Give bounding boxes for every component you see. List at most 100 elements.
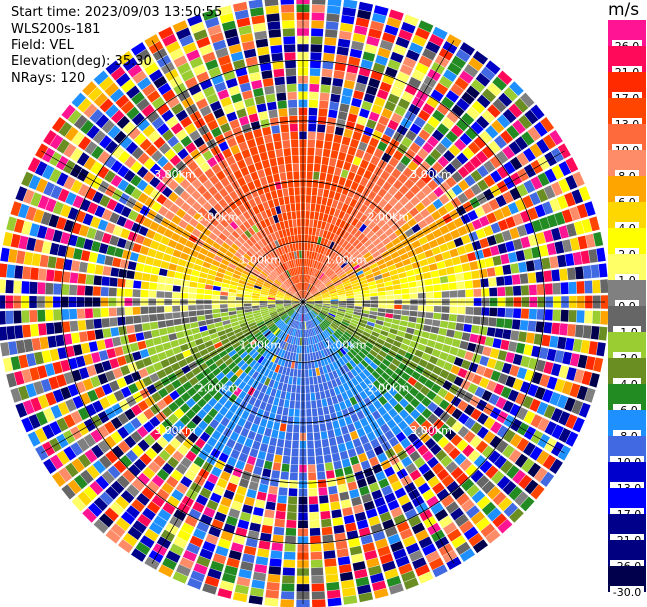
range-gate [180, 457, 192, 469]
range-gate [415, 414, 427, 426]
range-gate [418, 358, 428, 368]
range-gate [61, 284, 70, 295]
range-gate [39, 336, 49, 350]
range-gate [307, 284, 312, 292]
range-gate [514, 491, 529, 506]
range-gate [153, 75, 168, 89]
range-gate [309, 311, 315, 318]
range-label: 1.00km [325, 253, 367, 266]
range-gate [299, 305, 303, 314]
colorbar-segment: 6.0 [608, 176, 646, 209]
range-gate [101, 208, 113, 221]
range-gate [358, 141, 368, 152]
range-gate [296, 313, 300, 321]
range-gate [388, 436, 399, 447]
range-gate [375, 470, 386, 482]
range-gate [376, 258, 385, 266]
range-gate [61, 321, 71, 333]
range-gate [527, 272, 537, 284]
range-gate [124, 307, 133, 316]
range-gate [255, 38, 269, 48]
range-gate [265, 501, 276, 511]
range-gate [434, 342, 444, 351]
range-gate [390, 541, 404, 553]
range-gate [394, 487, 407, 499]
range-gate [373, 445, 384, 456]
range-gate [251, 371, 260, 380]
range-gate [256, 491, 267, 501]
range-gate [235, 303, 244, 307]
range-gate [328, 223, 335, 233]
range-gate [324, 558, 337, 567]
range-gate [164, 306, 173, 313]
range-gate [117, 412, 129, 425]
range-gate [315, 317, 321, 324]
range-gate [305, 274, 308, 283]
range-gate [252, 290, 261, 294]
range-gate [60, 232, 71, 245]
range-gate [258, 335, 266, 343]
range-gate [230, 449, 240, 460]
range-gate [440, 455, 453, 468]
range-gate [311, 328, 315, 336]
range-gate [252, 329, 261, 336]
range-gate [363, 356, 372, 365]
range-gate [289, 227, 294, 236]
range-gate [244, 230, 252, 239]
range-gate [381, 372, 390, 381]
range-gate [438, 268, 448, 277]
range-gate [413, 329, 423, 337]
range-gate [363, 500, 375, 511]
range-gate [288, 287, 295, 294]
colorbar-segment: -8.0 [608, 410, 646, 443]
range-gate [378, 396, 388, 406]
range-gate [421, 420, 432, 431]
range-gate [270, 272, 277, 279]
range-gate [481, 145, 495, 159]
range-gate [600, 279, 609, 293]
range-gate [333, 332, 340, 339]
range-gate [367, 403, 377, 414]
range-gate [590, 264, 600, 278]
range-gate [182, 213, 193, 223]
range-gate [343, 161, 352, 171]
range-gate [542, 389, 554, 403]
range-gate [590, 326, 600, 340]
range-gate [417, 219, 428, 229]
colorbar-segment: 2.0 [608, 228, 646, 261]
range-gate [431, 349, 441, 358]
range-gate [218, 141, 229, 152]
range-gate [463, 64, 479, 78]
range-gate [559, 323, 568, 336]
range-gate [508, 486, 523, 501]
range-gate [45, 391, 57, 406]
range-gate [335, 218, 342, 227]
range-gate [313, 306, 321, 311]
range-gate [439, 168, 451, 181]
range-gate [182, 381, 193, 391]
range-gate [327, 117, 337, 126]
range-gate [214, 276, 223, 283]
range-gate [317, 342, 323, 351]
range-gate [233, 328, 242, 334]
range-gate [564, 192, 576, 207]
range-gate [181, 317, 190, 324]
range-gate [256, 231, 264, 240]
range-gate [329, 272, 336, 279]
range-gate [291, 302, 300, 305]
range-gate [305, 292, 311, 299]
range-gate [218, 246, 228, 254]
range-gate [293, 328, 297, 337]
range-gate [273, 380, 279, 390]
range-gate [412, 34, 427, 47]
range-gate [238, 568, 252, 579]
range-gate [306, 297, 314, 301]
range-gate [394, 367, 404, 377]
range-gate [368, 211, 378, 221]
range-gate [315, 351, 320, 360]
range-gate [119, 335, 129, 345]
range-gate [309, 211, 315, 220]
range-gate [251, 224, 260, 233]
range-gate [428, 263, 438, 271]
range-gate [256, 263, 264, 271]
